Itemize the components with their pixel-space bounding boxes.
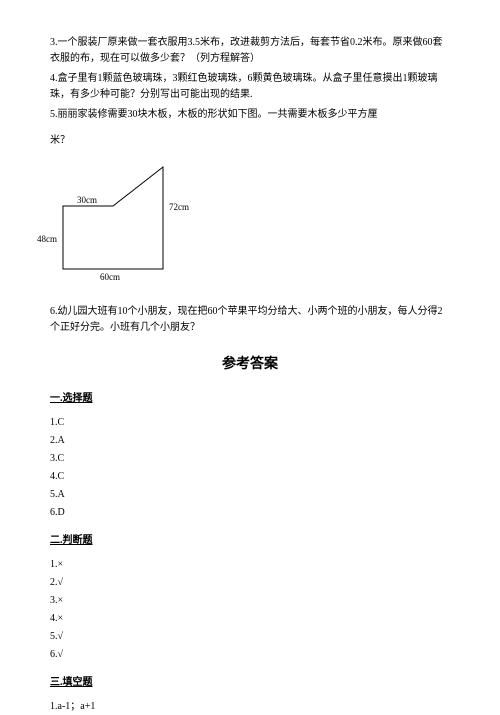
section-fill-title: 三.填空题 (50, 675, 450, 691)
label-30cm: 30cm (77, 193, 97, 207)
judge-answer-4: 4.× (50, 611, 450, 627)
choice-answer-1: 1.C (50, 415, 450, 431)
choice-answer-3: 3.C (50, 451, 450, 467)
choice-answer-4: 4.C (50, 469, 450, 485)
judge-answer-6: 6.√ (50, 647, 450, 663)
question-3: 3.一个服装厂原来做一套衣服用3.5米布，改进裁剪方法后，每套节省0.2米布。原… (50, 35, 450, 67)
judge-answer-1: 1.× (50, 557, 450, 573)
choice-answer-5: 5.A (50, 487, 450, 503)
question-5: 5.丽丽家装修需要30块木板，木板的形状如下图。一共需要木板多少平方厘 (50, 107, 450, 123)
shape-diagram: 30cm 72cm 48cm 60cm (55, 164, 200, 279)
diagram-container: 30cm 72cm 48cm 60cm (50, 164, 450, 279)
choice-answer-6: 6.D (50, 505, 450, 521)
question-5-unit: 米？ (50, 133, 450, 149)
label-48cm: 48cm (37, 232, 57, 246)
question-6: 6.幼儿园大班有10个小朋友，现在把60个苹果平均分给大、小两个班的小朋友，每人… (50, 304, 450, 336)
section-judge-title: 二.判断题 (50, 533, 450, 549)
label-72cm: 72cm (169, 200, 189, 214)
judge-answer-2: 2.√ (50, 575, 450, 591)
fill-answer-1: 1.a-1；a+1 (50, 699, 450, 715)
label-60cm: 60cm (100, 270, 120, 284)
choice-answer-2: 2.A (50, 433, 450, 449)
section-choice-title: 一.选择题 (50, 391, 450, 407)
judge-answer-3: 3.× (50, 593, 450, 609)
judge-answer-5: 5.√ (50, 629, 450, 645)
answer-header: 参考答案 (50, 354, 450, 376)
question-4: 4.盒子里有1颗蓝色玻璃珠，3颗红色玻璃珠，6颗黄色玻璃珠。从盒子里任意摸出1颗… (50, 71, 450, 103)
